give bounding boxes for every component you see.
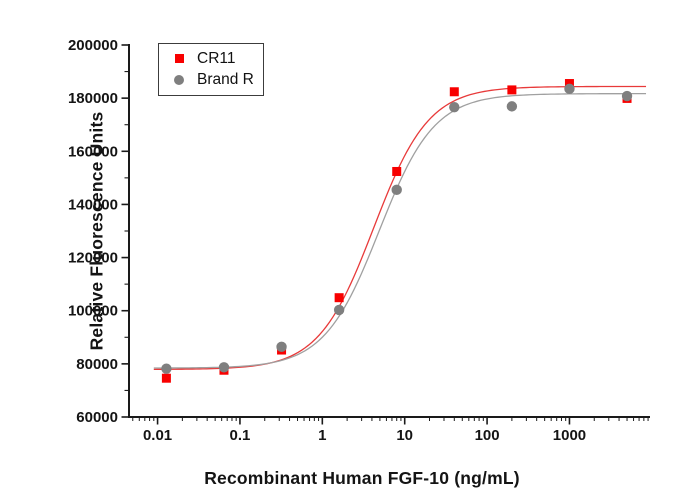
- data-point-cr11: [449, 87, 459, 97]
- legend-label-cr11: CR11: [197, 49, 236, 67]
- x-tick-label: 1: [318, 427, 326, 444]
- y-tick-label: 100000: [68, 303, 118, 320]
- data-point-cr11: [334, 293, 344, 303]
- data-point-brand-r: [506, 101, 518, 112]
- y-tick-label: 200000: [68, 37, 118, 54]
- legend-item-cr11: CR11: [159, 48, 263, 69]
- fit-curve-brand-r: [153, 92, 647, 369]
- data-point-brand-r: [449, 101, 460, 113]
- y-tick-label: 140000: [68, 196, 118, 213]
- x-axis-title: Recombinant Human FGF-10 (ng/mL): [204, 468, 520, 488]
- x-tick-label: 1000: [553, 427, 586, 444]
- data-point-brand-r: [621, 90, 633, 102]
- data-point-brand-r: [391, 184, 402, 196]
- legend-item-brand-r: Brand R: [159, 69, 263, 90]
- fit-curve-cr11: [153, 85, 647, 370]
- y-axis-title: Relative Fluorescence Units: [86, 111, 107, 351]
- data-point-brand-r: [333, 304, 345, 316]
- brand-r-circle-marker-icon: [172, 74, 186, 85]
- data-point-brand-r: [161, 363, 172, 374]
- x-tick-label: 100: [475, 427, 500, 444]
- data-point-brand-r: [276, 341, 287, 353]
- data-point-cr11: [161, 373, 171, 383]
- data-point-cr11: [564, 79, 574, 89]
- y-tick-label: 80000: [76, 356, 118, 373]
- data-point-brand-r: [564, 83, 575, 95]
- y-tick-label: 120000: [68, 250, 118, 267]
- y-tick-label: 60000: [76, 409, 118, 426]
- data-point-cr11: [507, 85, 517, 95]
- data-point-brand-r: [218, 362, 230, 373]
- cr11-square-marker-icon: [172, 54, 186, 63]
- x-tick-label: 0.1: [230, 427, 251, 444]
- legend-label-brand-r: Brand R: [197, 70, 254, 88]
- legend: CR11 Brand R: [158, 43, 264, 96]
- x-tick-label: 0.01: [143, 427, 172, 444]
- data-point-cr11: [392, 166, 402, 176]
- y-tick-label: 180000: [68, 90, 118, 107]
- x-tick-label: 10: [396, 427, 413, 444]
- y-tick-label: 160000: [68, 143, 118, 160]
